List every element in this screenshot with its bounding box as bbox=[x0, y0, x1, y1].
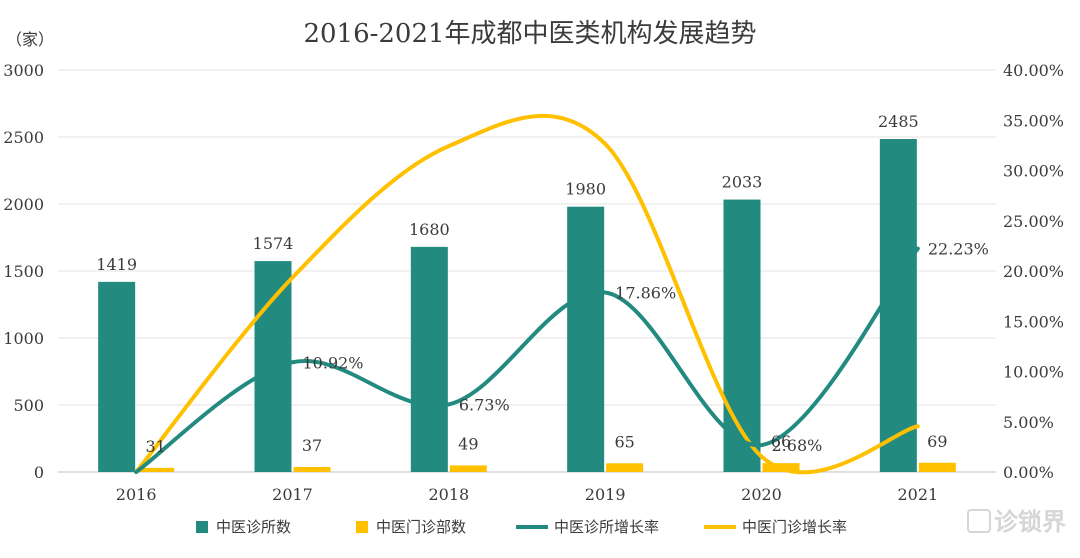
line-data-label: 2.68% bbox=[772, 436, 823, 455]
legend-label: 中医诊所数 bbox=[216, 518, 291, 536]
line-data-label: 6.73% bbox=[459, 395, 510, 414]
bar-data-label: 31 bbox=[145, 437, 165, 456]
line-data-label: 22.23% bbox=[928, 240, 989, 259]
bar-clinics bbox=[254, 261, 292, 472]
right-tick-label: 35.00% bbox=[1003, 111, 1064, 130]
right-tick-label: 0.00% bbox=[1003, 463, 1054, 482]
right-tick-label: 15.00% bbox=[1003, 312, 1064, 331]
watermark-text: 诊锁界 bbox=[994, 508, 1066, 536]
right-tick-label: 10.00% bbox=[1003, 363, 1064, 382]
bar-data-label: 1680 bbox=[409, 220, 450, 239]
bar-data-label: 69 bbox=[927, 432, 947, 451]
right-tick-label: 40.00% bbox=[1003, 61, 1064, 80]
bar-data-label: 66 bbox=[771, 432, 791, 451]
line-outpatient-growth bbox=[134, 114, 920, 475]
left-tick-label: 3000 bbox=[3, 61, 44, 80]
line-data-label: 17.86% bbox=[615, 284, 676, 303]
x-tick-label: 2021 bbox=[897, 485, 938, 504]
legend: 中医诊所数 中医门诊部数 中医诊所增长率 中医门诊增长率 bbox=[196, 518, 847, 536]
bar-data-label: 37 bbox=[302, 436, 322, 455]
line-data-label: 10.92% bbox=[303, 353, 364, 372]
legend-label: 中医门诊增长率 bbox=[742, 518, 847, 536]
bar-data-label: 2033 bbox=[722, 173, 763, 192]
left-tick-label: 2500 bbox=[3, 128, 44, 147]
bar-outpatient bbox=[449, 465, 487, 472]
bar-data-label: 1419 bbox=[96, 255, 137, 274]
right-tick-label: 20.00% bbox=[1003, 262, 1064, 281]
legend-swatch bbox=[356, 521, 368, 533]
bar-clinics bbox=[98, 281, 136, 472]
right-tick-label: 5.00% bbox=[1003, 413, 1054, 432]
right-tick-label: 25.00% bbox=[1003, 212, 1064, 231]
left-tick-label: 500 bbox=[13, 396, 44, 415]
legend-swatch bbox=[196, 521, 208, 533]
lines bbox=[134, 114, 920, 475]
watermark: 诊锁界 bbox=[967, 508, 1066, 536]
bar-data-label: 65 bbox=[614, 432, 634, 451]
bars bbox=[98, 139, 956, 472]
bar-data-label: 1980 bbox=[565, 180, 606, 199]
left-tick-label: 1000 bbox=[3, 329, 44, 348]
x-axis: 2016 2017 2018 2019 2020 2021 bbox=[116, 485, 938, 504]
right-axis: 0.00% 5.00% 10.00% 15.00% 20.00% 25.00% 30.00%… bbox=[1003, 61, 1064, 482]
y-axis-unit: （家） bbox=[6, 30, 54, 49]
x-tick-label: 2020 bbox=[741, 485, 782, 504]
bar-data-label: 49 bbox=[458, 434, 478, 453]
bar-outpatient bbox=[293, 467, 331, 472]
bar-outpatient bbox=[918, 462, 956, 472]
bar-clinics bbox=[567, 206, 605, 472]
left-tick-label: 2000 bbox=[3, 195, 44, 214]
left-tick-label: 0 bbox=[34, 463, 44, 482]
bar-outpatient bbox=[606, 463, 644, 472]
grid bbox=[58, 69, 996, 473]
bar-clinics bbox=[723, 199, 761, 472]
right-tick-label: 30.00% bbox=[1003, 162, 1064, 181]
x-tick-label: 2018 bbox=[428, 485, 469, 504]
chart-title: 2016-2021年成都中医类机构发展趋势 bbox=[303, 19, 756, 49]
x-tick-label: 2017 bbox=[272, 485, 313, 504]
bar-clinics bbox=[879, 139, 917, 472]
legend-label: 中医诊所增长率 bbox=[554, 518, 659, 536]
bar-clinics bbox=[410, 246, 448, 472]
bar-data-label: 2485 bbox=[878, 112, 919, 131]
bar-data-label: 1574 bbox=[253, 234, 294, 253]
bar-outpatient bbox=[137, 467, 175, 472]
watermark-logo-icon bbox=[967, 509, 991, 533]
legend-label: 中医门诊部数 bbox=[376, 518, 466, 536]
x-tick-label: 2019 bbox=[585, 485, 626, 504]
line-clinic-growth bbox=[134, 246, 920, 474]
data-labels: 1419 1574 1680 1980 2033 2485 31 37 49 65 66 69 10.9… bbox=[96, 112, 989, 456]
left-tick-label: 1500 bbox=[3, 262, 44, 281]
x-tick-label: 2016 bbox=[116, 485, 157, 504]
left-axis: 0 500 1000 1500 2000 2500 3000 bbox=[3, 61, 44, 482]
